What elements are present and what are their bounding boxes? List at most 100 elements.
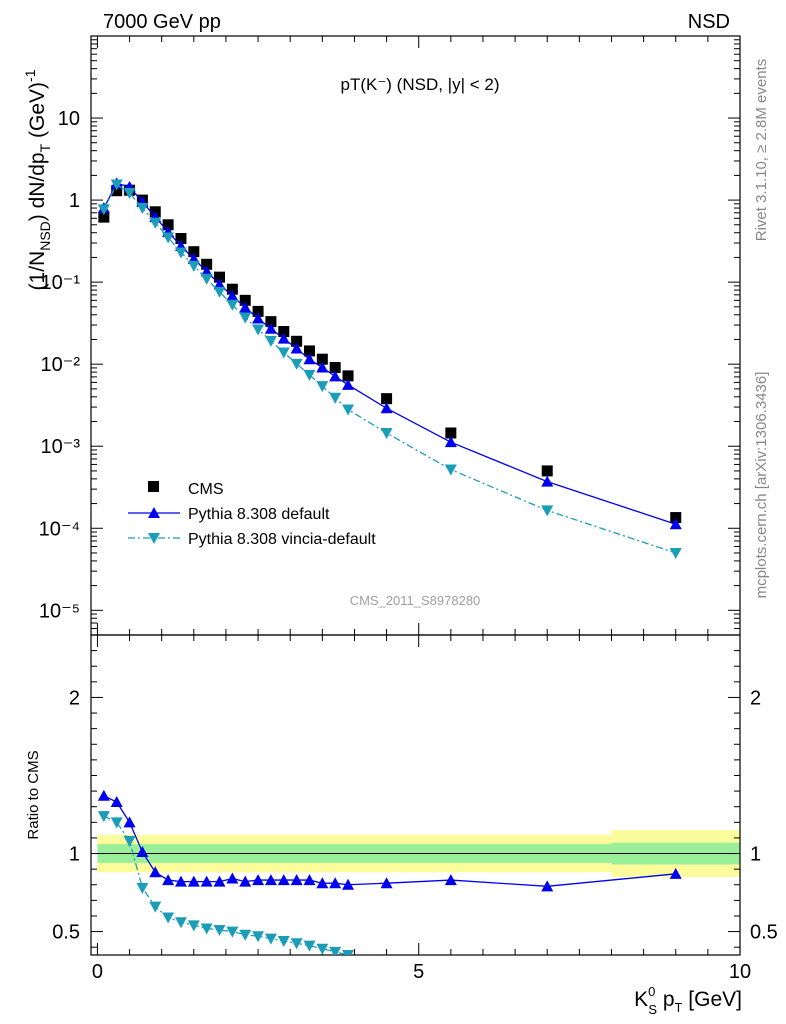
ratio-series-group [97,789,682,955]
main-series-1-point [342,378,355,390]
ratio-series-0-point [264,874,277,886]
main-series-2-point [213,286,226,298]
main-series-0-point [226,283,238,295]
main-series-0-point [342,370,354,382]
legend-cms-marker [148,481,159,492]
main-series-0-point [252,305,264,317]
ratio-series-0-point [200,875,213,887]
ratio-series-1-point [162,912,175,924]
main-series-0-point [329,362,341,374]
legend-entry-pythia-vincia: Pythia 8.308 vincia-default [128,531,376,548]
main-y-tick-label: 10⁻¹ [41,272,81,294]
ratio-series-0-point [277,874,290,886]
ratio-series-0-point [342,878,355,890]
legend: CMS Pythia 8.308 default Pythia 8.308 vi… [128,481,376,548]
ratio-series-0-point [239,875,252,887]
main-series-2-point [277,347,290,359]
main-panel: 10⁻⁵ 10⁻⁴ 10⁻³ 10⁻² 10⁻¹ 1 10 [39,35,741,636]
analysis-watermark: CMS_2011_S8978280 [350,593,481,608]
ratio-series-1-point [277,935,290,947]
ratio-y-axis-label: Ratio to CMS [25,750,42,839]
main-series-0-point [98,211,110,223]
legend-vincia-marker [148,533,160,544]
legend-entry-pythia-default: Pythia 8.308 default [128,506,330,523]
main-series-1-point [200,265,213,277]
main-series-1-point [290,342,303,354]
ratio-series-1-point [329,946,342,955]
legend-cms-label: CMS [188,481,224,498]
ratio-y-tick-label-right: 2 [750,687,761,709]
main-series-0-point [111,185,123,197]
x-axis-label: K0 S pT [GeV] [634,984,742,1017]
main-series-1-point [213,278,226,290]
main-series-2-point [110,179,123,191]
ratio-series-1-point [174,917,187,929]
rivet-label: Rivet 3.1.10, ≥ 2.8M events [753,59,770,242]
main-series-1-point [252,312,265,324]
ratio-series-0-point [226,872,239,884]
main-series-2-point [226,299,239,311]
main-series-2-point [200,273,213,285]
plot-title: pT(K⁻) (NSD, |y| < 2) [340,75,499,94]
main-series-0-point [188,246,200,258]
ratio-series-0-point [303,874,316,886]
main-series-0-point [316,353,328,365]
legend-entry-cms: CMS [148,481,224,498]
main-series-line-1 [103,182,676,525]
ratio-series-1-point [239,929,252,941]
ratio-series-1-point [252,931,265,943]
main-series-2-point [380,427,393,439]
main-series-0-point [445,427,457,439]
ratio-series-0-point [136,845,149,857]
main-series-2-point [541,505,554,517]
ratio-series-0-point [174,875,187,887]
legend-vincia-label: Pythia 8.308 vincia-default [188,531,376,548]
ratio-series-0-point [444,874,457,886]
ratio-series-0-point [123,816,136,828]
ratio-series-1-point [264,933,277,945]
legend-default-marker [148,507,160,518]
main-series-0-point [162,219,174,231]
ratio-series-0-point [213,875,226,887]
ratio-y-tick-label: 1 [69,844,80,866]
main-series-1-point [239,301,252,313]
ratio-series-0-point [149,866,162,878]
main-series-0-point [541,465,553,477]
main-series-2-point [252,324,265,336]
main-series-1-point [264,322,277,334]
main-series-2-point [342,404,355,416]
ratio-series-1-point [187,920,200,932]
main-series-2-point [239,312,252,324]
main-series-1-point [669,518,682,530]
main-series-2-point [136,203,149,215]
ratio-series-1-point [316,943,329,955]
ratio-series-0-point [97,789,110,801]
ratio-series-1-point [226,926,239,938]
ratio-series-1-point [149,901,162,913]
main-y-tick-label: 10⁻² [41,354,81,376]
mcplots-label: mcplots.cern.ch [arXiv:1306.3436] [753,372,770,599]
main-series-1-point [226,289,239,301]
main-y-tick-label: 10⁻⁴ [39,518,80,540]
ratio-series-0-point [110,796,123,808]
main-series-2-point [149,217,162,229]
ratio-series-1-point [123,836,136,848]
main-series-1-point [444,436,457,448]
ratio-series-1-point [136,882,149,894]
main-series-0-point [175,233,187,245]
main-series-0-point [278,326,290,338]
main-series-2-point [174,247,187,259]
main-series-2-point [264,335,277,347]
ratio-series-1-point [290,938,303,950]
legend-default-label: Pythia 8.308 default [188,506,330,523]
ratio-series-0-point [329,877,342,889]
main-series-2-point [123,188,136,200]
main-series-1-point [316,361,329,373]
ratio-y-tick-label: 0.5 [52,922,80,944]
ratio-series-line-0 [103,795,676,887]
main-series-2-point [316,381,329,393]
main-series-0-point [214,271,226,283]
ratio-series-1-point [200,923,213,935]
main-series-1-point [380,402,393,414]
